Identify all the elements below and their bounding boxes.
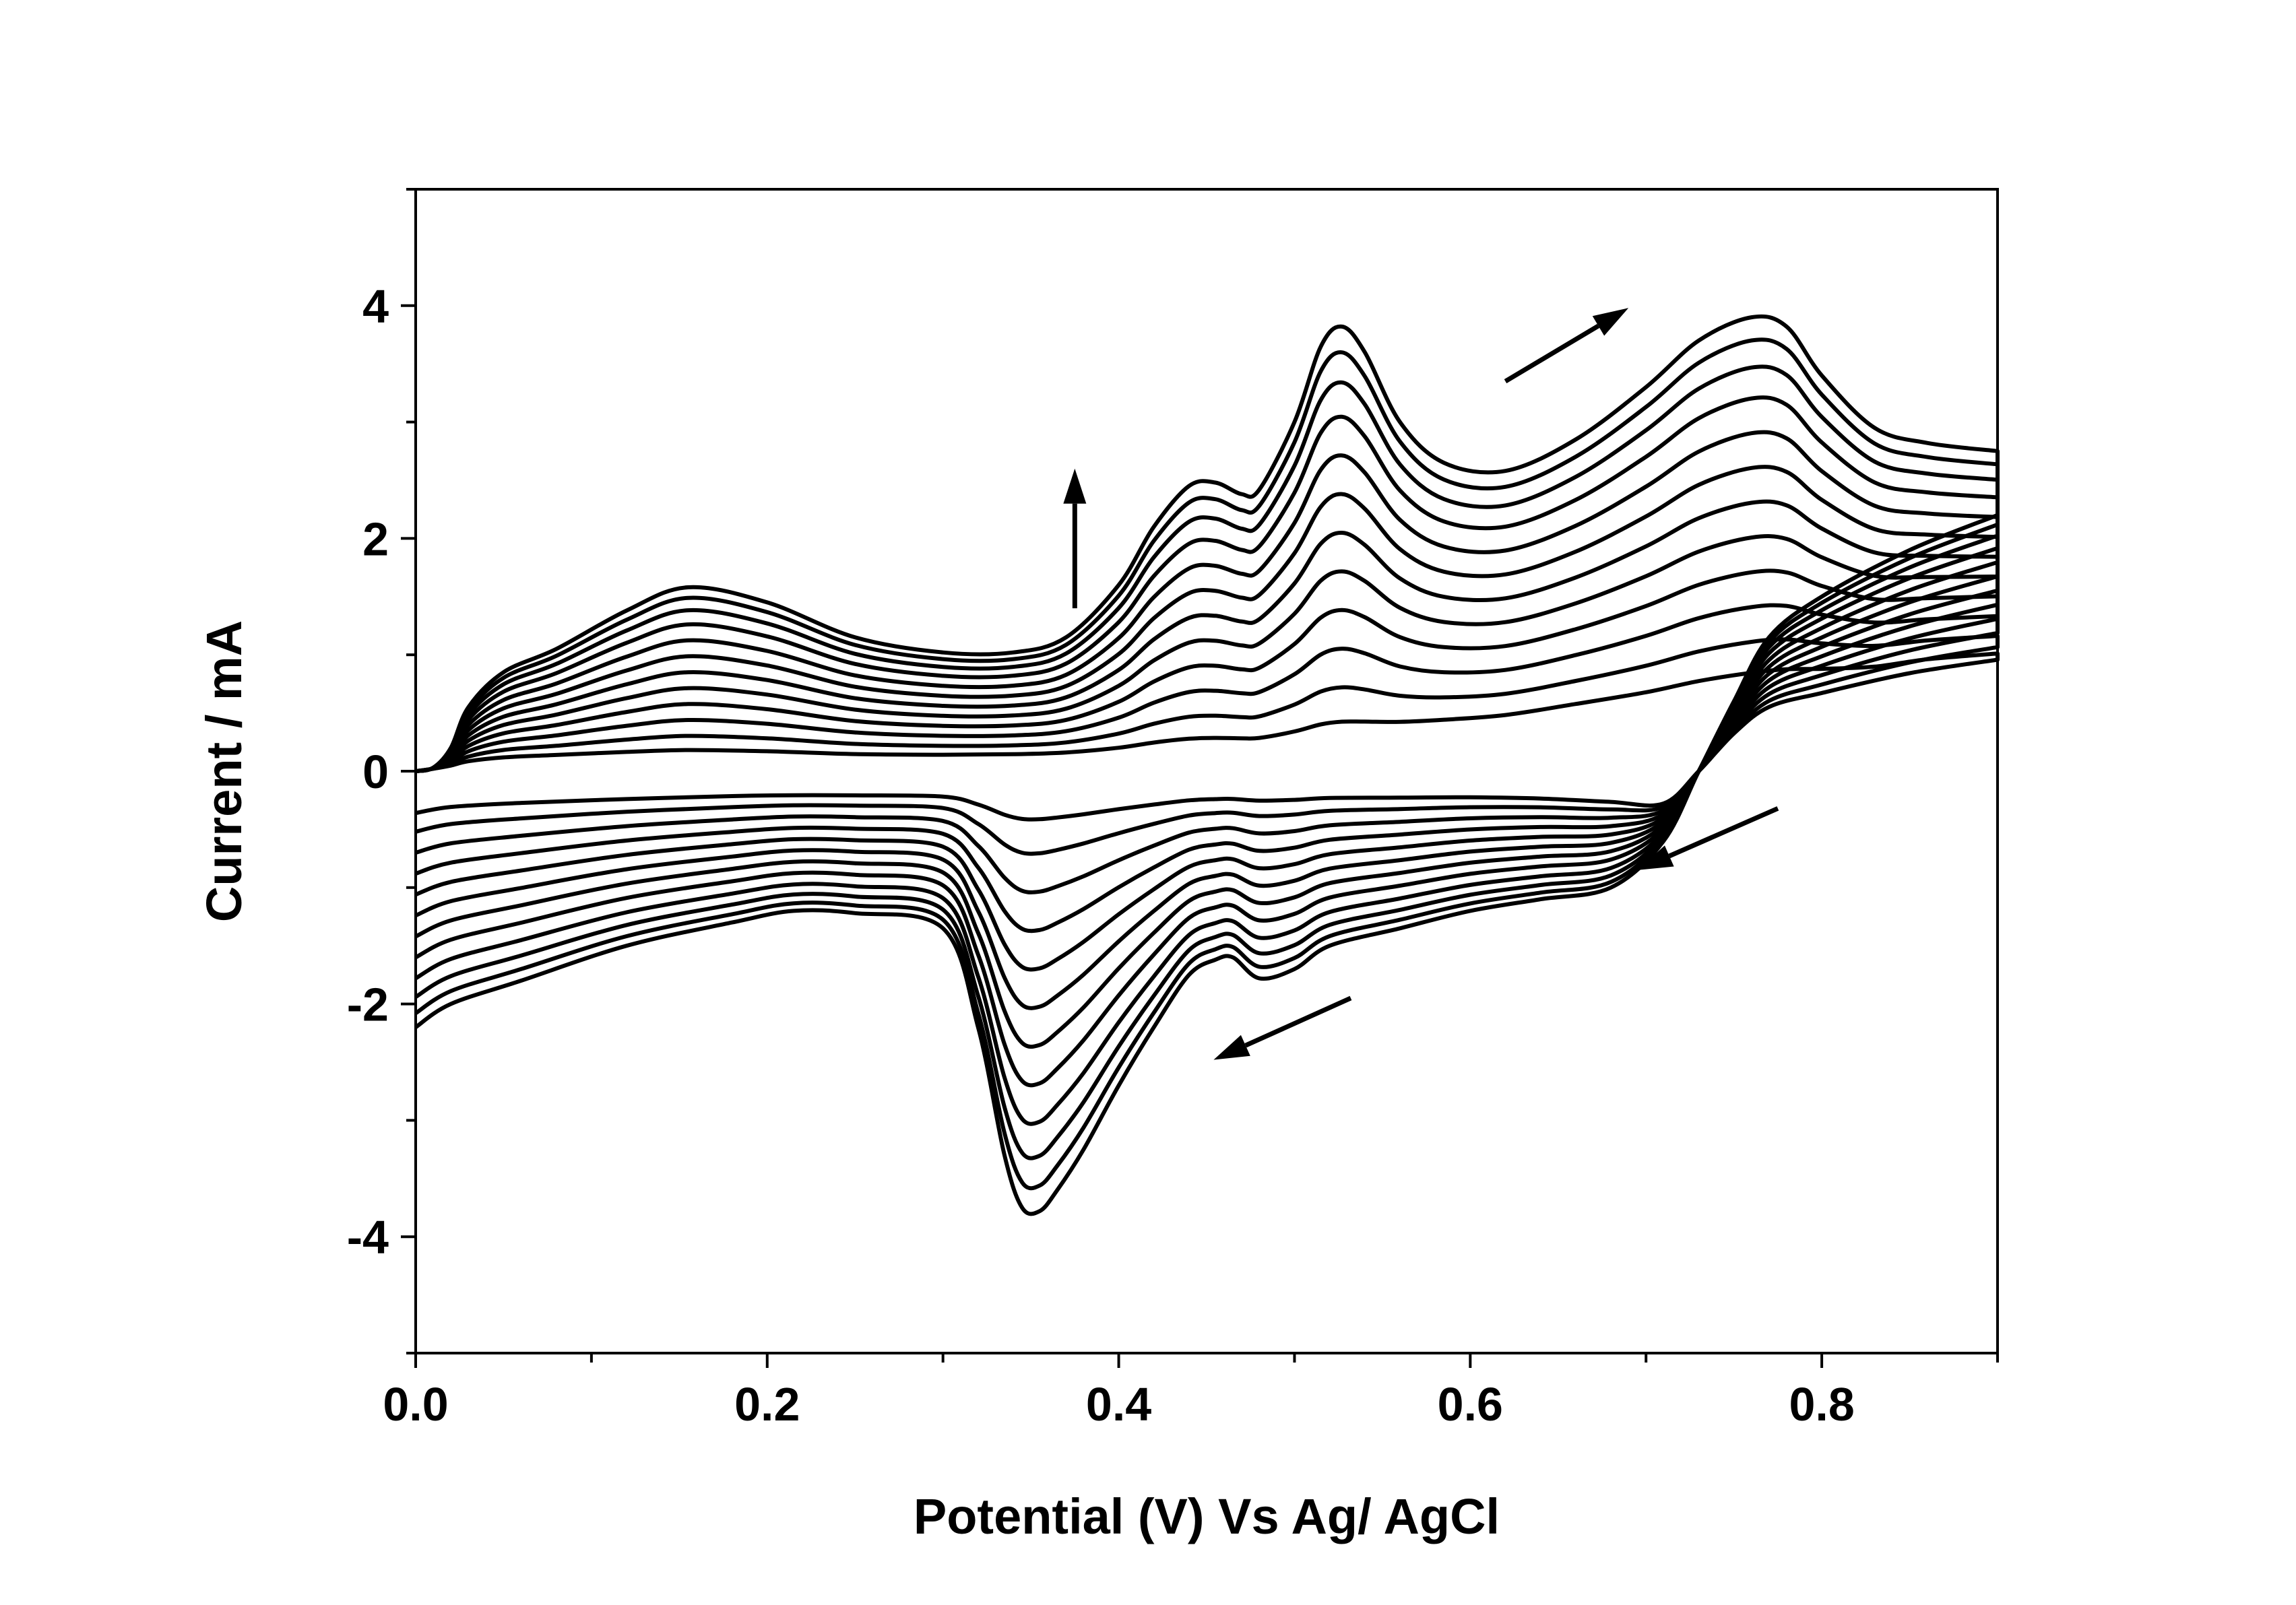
arrow-shaft bbox=[1244, 995, 1352, 1048]
cv-cycle-1 bbox=[415, 651, 2000, 822]
y-axis-title: Current / mA bbox=[196, 620, 252, 922]
cv-cycle-6 bbox=[414, 499, 2000, 1010]
arrow-shaft bbox=[1668, 806, 1779, 859]
arrow-head bbox=[1063, 468, 1087, 504]
cv-cycle-5 bbox=[414, 534, 2000, 972]
x-tick-label: 0.2 bbox=[734, 1378, 800, 1431]
x-tick-label: 0.8 bbox=[1789, 1378, 1854, 1431]
annotation-arrow-4 bbox=[1213, 995, 1352, 1060]
cv-cycle-11 bbox=[414, 337, 2000, 1191]
cv-cycle-4 bbox=[415, 568, 2000, 933]
cv-cycle-12 bbox=[414, 314, 2000, 1216]
arrow-head bbox=[1213, 1035, 1250, 1060]
annotation-arrow-2 bbox=[1504, 308, 1629, 384]
x-tick-label: 0.4 bbox=[1086, 1378, 1151, 1431]
cv-cycle-3 bbox=[415, 603, 2000, 894]
cv-series-group bbox=[414, 314, 2000, 1216]
tick-labels: 0.0 0.2 0.4 0.6 0.8 -4 -2 0 2 4 bbox=[347, 280, 1855, 1431]
y-tick-label: -2 bbox=[347, 979, 389, 1031]
arrow-annotations bbox=[1063, 308, 1779, 1060]
annotation-arrow-3 bbox=[1637, 806, 1779, 870]
arrow-shaft bbox=[1504, 323, 1600, 384]
cv-cycle-7 bbox=[414, 465, 2000, 1049]
annotation-arrow-1 bbox=[1063, 468, 1087, 609]
y-tick-label: 2 bbox=[362, 513, 389, 565]
cv-cycle-10 bbox=[414, 364, 2000, 1160]
y-tick-label: 4 bbox=[362, 280, 389, 333]
axis-ticks bbox=[401, 188, 1999, 1368]
y-tick-label: -4 bbox=[347, 1211, 389, 1264]
cv-cycle-8 bbox=[414, 430, 2000, 1088]
x-tick-label: 0.0 bbox=[383, 1378, 448, 1431]
y-tick-label: 0 bbox=[362, 746, 389, 798]
x-axis-title: Potential (V) Vs Ag/ AgCl bbox=[914, 1488, 1500, 1544]
plot-frame bbox=[414, 188, 1999, 1354]
x-tick-label: 0.6 bbox=[1438, 1378, 1503, 1431]
arrow-head bbox=[1592, 308, 1629, 336]
arrow-head bbox=[1637, 845, 1674, 870]
cv-cycle-9 bbox=[414, 395, 2000, 1126]
